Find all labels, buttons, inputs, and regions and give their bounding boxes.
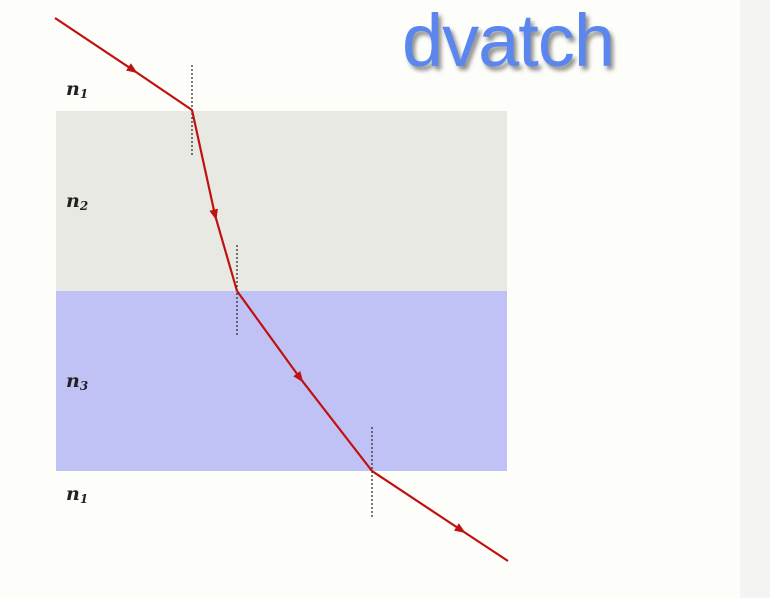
side-strip	[740, 0, 770, 598]
watermark: dvatch	[402, 0, 615, 82]
layer-n2	[56, 111, 507, 291]
label-n1-top: n1	[66, 78, 88, 101]
ray-segment-4	[371, 470, 509, 562]
ray-segment-1	[54, 17, 193, 111]
ray-segment-3	[236, 290, 373, 472]
ray-segment-2	[190, 109, 239, 292]
label-n2: n2	[66, 190, 88, 213]
label-n3: n3	[66, 370, 88, 393]
label-n1-bottom: n1	[66, 483, 88, 506]
layer-n3	[56, 291, 507, 471]
